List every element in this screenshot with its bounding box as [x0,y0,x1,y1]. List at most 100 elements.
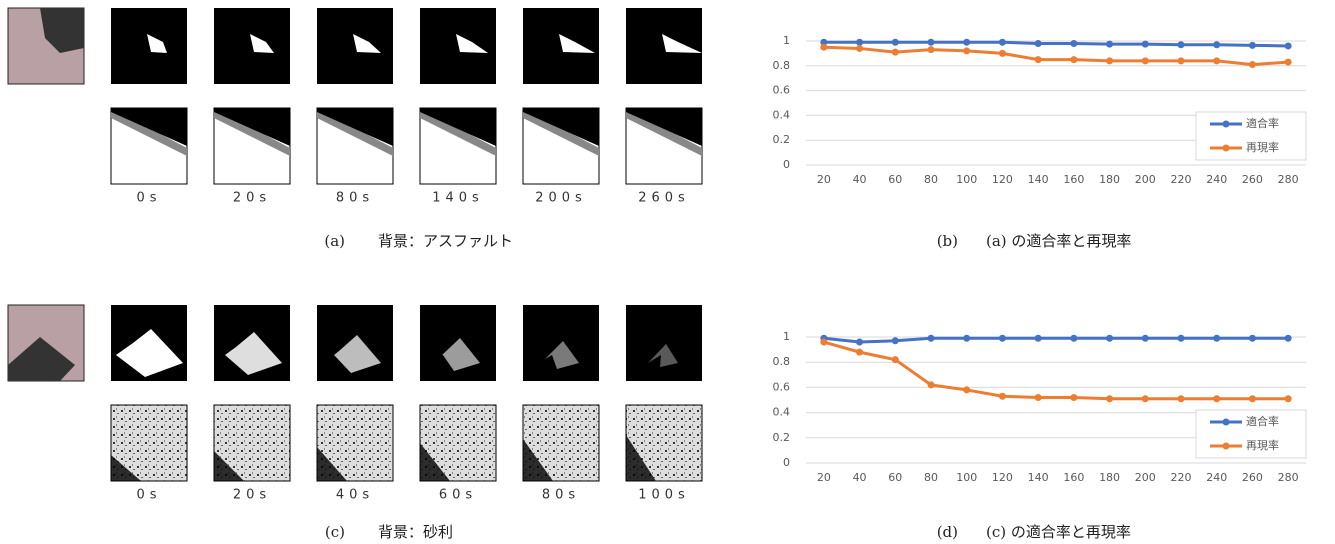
x-tick-label: 100 [956,471,977,484]
data-point [1285,59,1292,66]
y-tick-label: 0.6 [773,380,791,393]
x-tick-label: 120 [992,173,1013,186]
mask [523,8,599,84]
data-point [856,45,863,52]
mask [317,8,393,84]
data-point [1142,57,1149,64]
data-point [1106,395,1113,402]
time-label: 260s [638,191,690,206]
caption: 背景：アスファルト [378,232,513,250]
x-tick-label: 60 [888,471,902,484]
data-point [1213,57,1220,64]
y-tick-label: 0.2 [773,133,791,146]
data-point [963,335,970,342]
mask [626,8,702,84]
data-point [856,339,863,346]
data-point [1285,42,1292,49]
y-tick-label: 0.8 [773,59,791,72]
caption: (c) の適合率と再現率 [986,523,1131,541]
data-point [856,39,863,46]
data-point [999,50,1006,57]
data-point [1213,41,1220,48]
data-point [892,49,899,56]
time-label: 40s [336,488,374,503]
time-label: 80s [336,191,374,206]
data-point [999,335,1006,342]
data-point [999,393,1006,400]
data-point [1249,335,1256,342]
time-label: 0s [136,488,161,503]
data-point [1106,41,1113,48]
x-tick-label: 100 [956,173,977,186]
x-tick-label: 120 [992,471,1013,484]
legend-marker [1223,443,1230,450]
x-tick-label: 280 [1278,471,1299,484]
caption: (a) の適合率と再現率 [986,232,1131,250]
x-tick-label: 20 [817,471,831,484]
x-tick-label: 240 [1206,173,1227,186]
y-tick-label: 0 [783,456,790,469]
y-tick-label: 0.6 [773,84,791,97]
data-point [928,335,935,342]
legend-label: 適合率 [1246,116,1279,130]
y-tick-label: 1 [783,330,790,343]
data-point [1142,395,1149,402]
data-point [1178,335,1185,342]
data-point [1249,395,1256,402]
data-point [1070,40,1077,47]
legend-label: 再現率 [1246,438,1279,452]
data-point [1213,335,1220,342]
x-tick-label: 20 [817,173,831,186]
data-point [963,39,970,46]
caption-label: (b) [937,232,958,250]
x-tick-label: 260 [1242,173,1263,186]
data-point [892,356,899,363]
x-tick-label: 180 [1099,471,1120,484]
x-tick-label: 160 [1063,471,1084,484]
x-tick-label: 220 [1171,471,1192,484]
time-label: 60s [439,488,477,503]
caption-label: (d) [937,523,958,541]
data-point [1070,335,1077,342]
time-label: 80s [542,488,580,503]
y-tick-label: 0.2 [773,431,791,444]
data-point [1285,335,1292,342]
time-label: 200s [535,191,587,206]
x-tick-label: 240 [1206,471,1227,484]
data-point [820,339,827,346]
legend-marker [1223,419,1230,426]
time-label: 140s [432,191,484,206]
x-tick-label: 200 [1135,471,1156,484]
data-point [1106,335,1113,342]
x-tick-label: 40 [853,471,867,484]
y-tick-label: 1 [783,34,790,47]
legend-label: 再現率 [1246,140,1279,154]
x-tick-label: 80 [924,471,938,484]
time-label: 0s [136,191,161,206]
mask [111,8,187,84]
data-point [1035,40,1042,47]
data-point [963,47,970,54]
time-label: 20s [233,488,271,503]
data-point [1249,61,1256,68]
x-tick-label: 80 [924,173,938,186]
data-point [999,39,1006,46]
x-tick-label: 40 [853,173,867,186]
data-point [1142,335,1149,342]
data-point [820,44,827,51]
y-tick-label: 0.4 [773,406,791,419]
data-point [1070,394,1077,401]
x-tick-label: 260 [1242,471,1263,484]
y-tick-label: 0.8 [773,355,791,368]
data-point [1106,57,1113,64]
data-point [1070,56,1077,63]
data-point [928,381,935,388]
data-point [963,386,970,393]
data-point [928,39,935,46]
legend-label: 適合率 [1246,414,1279,428]
caption: 背景：砂利 [378,523,453,541]
x-tick-label: 60 [888,173,902,186]
data-point [1035,394,1042,401]
legend-marker [1223,145,1230,152]
data-point [1178,395,1185,402]
